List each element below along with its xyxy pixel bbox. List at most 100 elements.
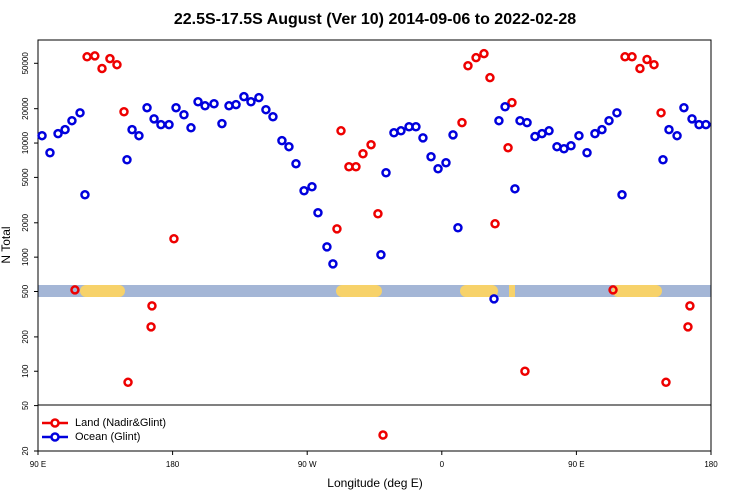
point [146,322,156,332]
land-strip [509,285,515,297]
point [277,135,287,146]
point [642,54,652,65]
y-tick-label: 200 [21,330,30,344]
point [75,108,85,118]
point [597,124,607,135]
point [418,133,428,143]
point [604,115,614,126]
x-tick-label: 90 E [30,460,46,469]
point [656,108,666,118]
point [358,148,368,159]
point [53,128,63,139]
point [239,91,249,102]
point [658,154,668,165]
y-tick-label: 50000 [21,52,30,75]
point [441,157,451,168]
point [381,168,391,178]
y-tick-label: 20 [21,446,30,455]
y-tick-label: 5000 [21,168,30,186]
point [122,154,132,165]
point [284,141,294,152]
legend-marker [50,418,60,428]
y-tick-label: 100 [21,364,30,378]
plot-frame [37,39,712,452]
point [147,301,157,311]
point [299,185,309,196]
point [396,126,406,136]
point [471,52,481,63]
point [217,118,227,129]
point [687,114,697,124]
legend-label: Land (Nadir&Glint) [75,417,166,429]
point [336,126,346,136]
point [685,301,695,311]
point [433,164,443,174]
y-tick-label: 2000 [21,213,30,231]
point [635,63,645,74]
point [112,59,122,70]
point [661,377,671,388]
point [373,209,383,219]
point [683,322,693,332]
y-axis-label: N Total [0,226,13,263]
point [608,285,618,295]
point [261,104,271,115]
point [590,128,600,139]
point [457,117,467,128]
point [612,108,622,118]
point [60,124,70,135]
point [307,181,317,192]
point [156,119,166,130]
point [500,102,510,112]
point [169,233,179,244]
point [664,124,674,135]
point [209,98,219,109]
point [566,140,576,151]
point [200,101,210,111]
point [479,48,489,59]
legend-label: Ocean (Glint) [75,431,140,443]
point [520,366,530,376]
land-strip [80,285,125,297]
point [313,207,323,218]
x-tick-label: 90 E [568,460,584,469]
point [80,190,90,200]
chart-title: 22.5S-17.5S August (Ver 10) 2014-09-06 t… [174,11,576,28]
point [246,97,256,107]
point [179,109,189,120]
point [171,102,181,113]
point [119,107,129,117]
point [582,148,592,158]
point [82,52,92,62]
x-tick-label: 90 W [298,460,317,469]
x-tick-label: 0 [440,460,445,469]
point [70,285,80,295]
point [268,111,278,122]
point [45,148,55,158]
y-tick-label: 20000 [21,97,30,120]
x-axis-label: Longitude (deg E) [327,476,422,490]
point [328,259,338,269]
point [149,114,159,124]
point [351,161,361,172]
land-strip [612,285,662,297]
land-strip [460,285,498,297]
point [627,52,637,62]
point [186,123,196,133]
point [90,51,100,61]
point [649,59,659,70]
point [332,224,342,234]
point [67,115,77,126]
point [510,184,520,194]
point [453,222,463,233]
point [164,119,174,130]
point [679,102,689,113]
point [503,142,513,153]
point [574,130,584,141]
point [123,377,133,388]
point [134,130,144,141]
point [378,430,388,440]
x-tick-label: 180 [704,460,718,469]
point [448,130,458,140]
